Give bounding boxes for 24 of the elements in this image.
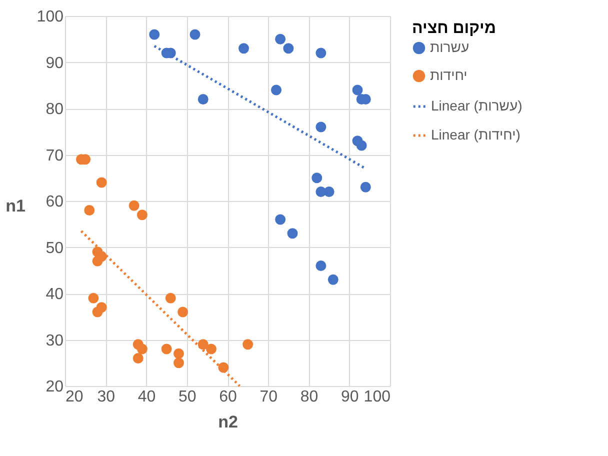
y-tick-label: 30 <box>46 332 64 350</box>
x-tick-label: 80 <box>300 388 318 406</box>
y-tick-label: 70 <box>46 147 64 164</box>
y-axis-title: n1 <box>6 196 26 216</box>
x-tick-label: 30 <box>97 388 116 406</box>
x-tick-label: 50 <box>178 388 196 406</box>
legend-label: Linear (יחידות) <box>431 126 520 142</box>
y-tick-label: 90 <box>46 54 64 72</box>
x-tick-label: 100 <box>364 388 391 406</box>
x-tick-label: 90 <box>340 388 359 406</box>
x-tick-label: 60 <box>219 388 237 406</box>
x-axis-title: n2 <box>218 412 238 432</box>
y-tick-label: 60 <box>46 194 64 210</box>
legend-label: יחידות <box>430 67 468 83</box>
legend-label: עשרות <box>430 39 470 55</box>
y-tick-label: 80 <box>46 101 64 118</box>
x-tick-label: 40 <box>138 388 156 406</box>
legend-label: Linear (עשרות) <box>431 98 522 114</box>
x-tick-label: 70 <box>260 388 278 406</box>
x-tick-label: 20 <box>66 388 84 406</box>
y-tick-label: 40 <box>46 286 64 303</box>
y-tick-label: 50 <box>46 240 64 257</box>
y-tick-label: 100 <box>36 8 64 26</box>
legend-title: מיקום חציה <box>412 20 496 37</box>
